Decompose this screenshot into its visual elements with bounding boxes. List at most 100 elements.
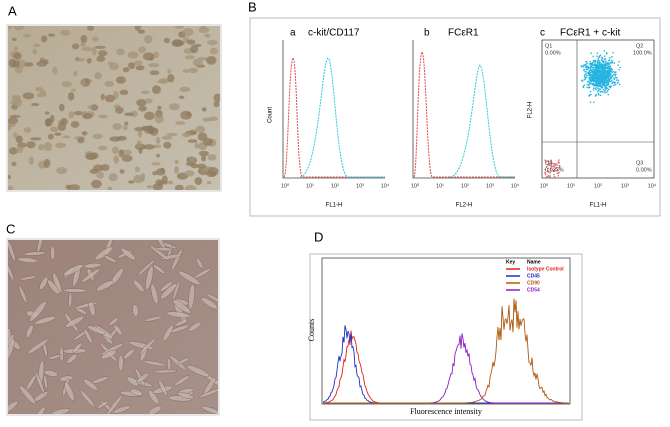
cell: [179, 86, 191, 93]
cell: [30, 137, 42, 141]
cell: [75, 58, 85, 62]
cell: [195, 125, 206, 133]
cell: [143, 360, 167, 367]
cell: [163, 141, 172, 149]
cell: [138, 337, 157, 355]
cell: [155, 247, 173, 252]
cell: [23, 251, 46, 256]
dot: [609, 56, 611, 59]
cell: [31, 102, 40, 107]
cell: [79, 389, 96, 408]
cell: [152, 264, 166, 275]
cell: [18, 285, 28, 304]
cell: [80, 79, 86, 86]
dot: [584, 68, 586, 71]
cell: [172, 280, 180, 301]
cell: [27, 338, 49, 355]
cell: [67, 91, 75, 101]
dot: [610, 74, 612, 76]
panel-label: C: [6, 221, 15, 236]
cell: [92, 133, 103, 140]
cell: [113, 155, 120, 164]
dot: [557, 174, 560, 177]
x-tick-label: 10²: [461, 183, 469, 189]
cell: [98, 145, 108, 151]
dot: [547, 169, 549, 172]
cell: [62, 135, 71, 139]
dot: [580, 65, 582, 67]
dot: [589, 62, 592, 65]
dot: [607, 83, 609, 86]
cell: [8, 174, 12, 180]
dot: [605, 79, 608, 82]
quadrant-name: Q2: [636, 43, 643, 49]
dot: [605, 77, 608, 80]
dot: [603, 50, 606, 52]
cell: [118, 354, 124, 372]
dot: [600, 81, 602, 83]
cell: [148, 390, 160, 405]
dot: [593, 77, 596, 80]
cell: [123, 125, 128, 131]
cell: [144, 98, 153, 104]
cell: [124, 121, 129, 126]
dot: [586, 83, 588, 86]
cell: [39, 276, 49, 290]
quadrant-value: 0.00%: [545, 50, 561, 56]
cell: [11, 37, 17, 42]
cell: [155, 136, 161, 145]
cell: [133, 60, 143, 66]
cell: [48, 33, 56, 37]
dot: [549, 169, 552, 172]
cell: [206, 171, 217, 178]
cell: [13, 52, 22, 60]
cell: [151, 162, 161, 166]
dot: [588, 63, 591, 65]
axis-label: FL1-H: [590, 203, 607, 209]
cell: [157, 105, 162, 110]
dot: [607, 75, 610, 78]
dot: [609, 75, 611, 78]
cell: [11, 161, 17, 167]
cell: [90, 104, 99, 111]
dot: [587, 81, 589, 83]
dot: [594, 77, 597, 79]
cell: [55, 142, 67, 149]
cell: [82, 113, 93, 120]
cell: [91, 46, 97, 56]
dot: [595, 88, 597, 91]
legend-entry: Isotype Control: [527, 266, 564, 272]
dot: [607, 88, 610, 91]
dot: [601, 59, 603, 61]
dot: [606, 82, 609, 84]
dot: [597, 57, 600, 59]
dot: [597, 88, 600, 90]
cell: [156, 80, 168, 84]
dot: [615, 71, 617, 73]
dot: [598, 94, 600, 96]
cell: [198, 388, 218, 398]
cell: [128, 180, 135, 184]
cell: [81, 46, 93, 52]
cell: [184, 170, 195, 177]
dot: [597, 92, 600, 95]
quadrant-name: Q4: [545, 160, 552, 166]
dot: [552, 165, 555, 167]
cell: [8, 147, 18, 155]
dot: [587, 71, 590, 74]
axis: [412, 40, 515, 179]
dot: [597, 60, 599, 62]
dot: [609, 62, 612, 64]
cell: [8, 400, 19, 414]
x-tick-label: 10³: [356, 183, 364, 189]
dot: [553, 162, 555, 165]
cell: [156, 153, 161, 158]
dot: [601, 70, 603, 73]
cell: [187, 139, 198, 143]
dot: [597, 58, 599, 61]
x-tick-label: 10²: [594, 183, 602, 189]
cell: [128, 62, 136, 69]
dot: [605, 87, 608, 90]
dot: [602, 88, 605, 91]
dot: [599, 69, 602, 71]
